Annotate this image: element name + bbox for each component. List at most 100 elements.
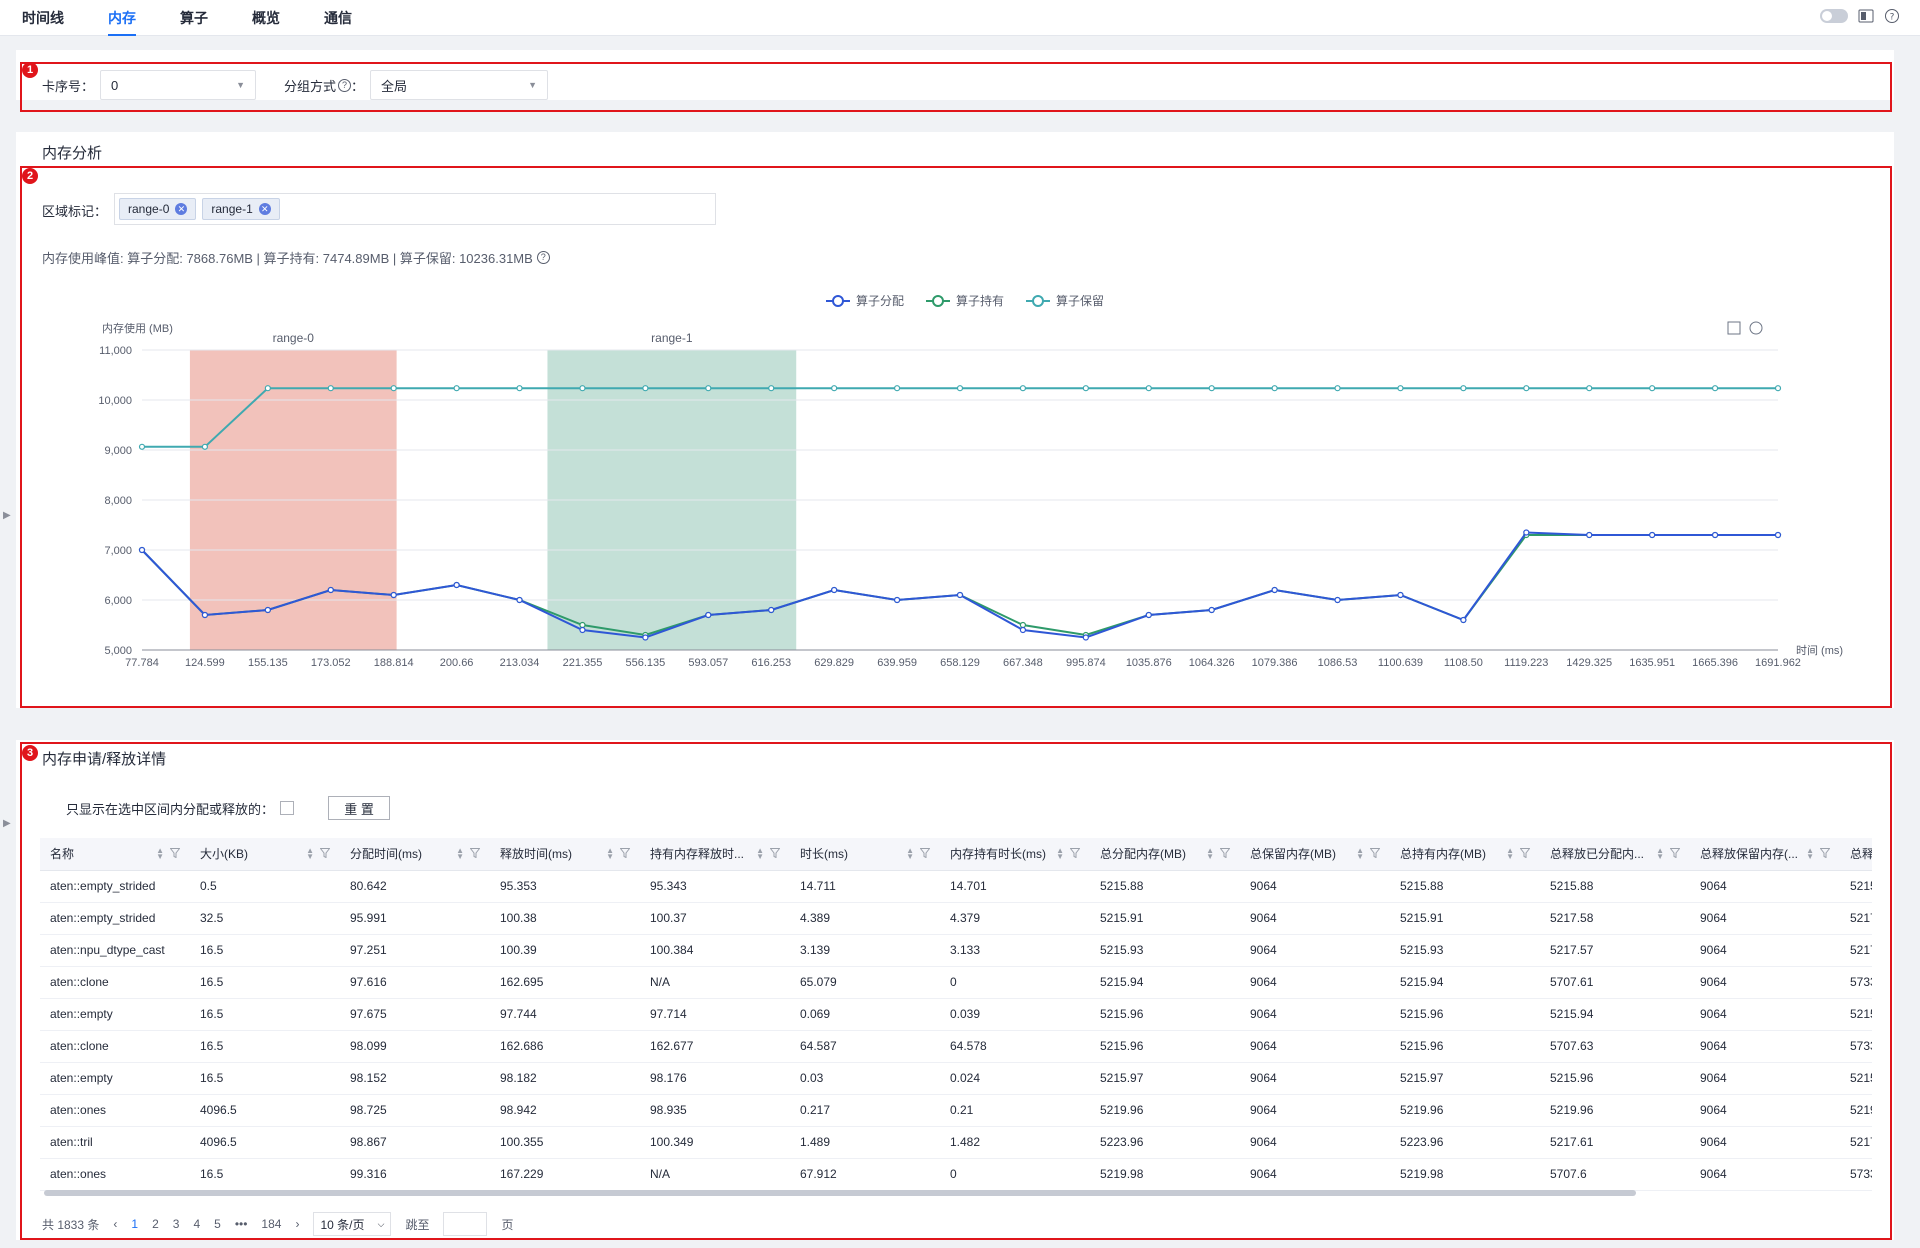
column-header[interactable]: 名称 ▲ ▼ xyxy=(40,838,190,871)
column-header[interactable]: 大小(KB) ▲ ▼ xyxy=(190,838,340,871)
help-icon[interactable]: ? xyxy=(1884,8,1900,24)
horizontal-scrollbar[interactable] xyxy=(44,1190,1636,1196)
column-header[interactable]: 持有内存释放时... ▲ ▼ xyxy=(640,838,790,871)
theme-toggle[interactable] xyxy=(1820,9,1848,23)
tab-communication[interactable]: 通信 xyxy=(324,9,352,26)
filter-icon[interactable] xyxy=(620,848,630,858)
filter-icon[interactable] xyxy=(1370,848,1380,858)
region-tag-label: range-1 xyxy=(211,202,253,216)
sort-icon[interactable]: ▲ ▼ xyxy=(1356,846,1364,861)
table-row[interactable]: aten::empty_strided 32.5 95.991 100.38 100.3… xyxy=(40,902,1872,935)
close-icon[interactable]: ✕ xyxy=(175,203,188,215)
reset-button[interactable]: 重 置 xyxy=(328,796,391,820)
table-row[interactable]: aten::ones 16.5 99.316 167.229 N/A 67.912 0 521… xyxy=(40,1158,1872,1191)
left-collapse-arrow-2[interactable]: ▶ xyxy=(3,818,11,829)
crop-icon xyxy=(1727,321,1741,335)
table-row[interactable]: aten::npu_dtype_cast 16.5 97.251 100.39 100.… xyxy=(40,934,1872,967)
table-cell: 98.152 xyxy=(340,1062,490,1095)
language-icon[interactable] xyxy=(1858,8,1874,24)
next-page-icon[interactable]: › xyxy=(295,1217,300,1231)
filter-icon[interactable] xyxy=(1820,848,1830,858)
tab-memory[interactable]: 内存 xyxy=(108,0,136,36)
sort-icon[interactable]: ▲ ▼ xyxy=(306,846,314,861)
page-number[interactable]: 1 xyxy=(131,1217,139,1231)
data-point xyxy=(453,385,460,392)
sort-icon[interactable]: ▲ ▼ xyxy=(1806,846,1814,861)
table-row[interactable]: aten::empty 16.5 98.152 98.182 98.176 0.03 0.0… xyxy=(40,1062,1872,1095)
column-header[interactable]: 分配时间(ms) ▲ ▼ xyxy=(340,838,490,871)
sort-icon[interactable]: ▲ ▼ xyxy=(606,846,614,861)
page-number[interactable]: ••• xyxy=(234,1217,248,1231)
page-number[interactable]: 2 xyxy=(152,1217,159,1231)
jump-input[interactable] xyxy=(443,1212,488,1236)
table-cell: 9064 xyxy=(1690,934,1840,967)
data-point xyxy=(390,385,397,392)
column-header[interactable]: 内存持有时长(ms) ▲ ▼ xyxy=(940,838,1090,871)
help-circle-icon[interactable]: ? xyxy=(536,251,550,264)
page-number[interactable]: 5 xyxy=(214,1217,221,1231)
table-row[interactable]: aten::empty 16.5 97.675 97.744 97.714 0.069 0.… xyxy=(40,998,1872,1031)
prev-page-icon[interactable]: ‹ xyxy=(113,1217,118,1231)
highlight-box-3 xyxy=(20,742,1892,1240)
sort-icon[interactable]: ▲ ▼ xyxy=(156,846,164,861)
column-header[interactable]: 总持有内存(MB) ▲ ▼ xyxy=(1390,838,1540,871)
table-cell: 98.942 xyxy=(490,1094,640,1127)
sort-icon[interactable]: ▲ ▼ xyxy=(1056,846,1064,861)
filter-icon[interactable] xyxy=(1520,848,1530,858)
column-header[interactable]: 时长(ms) ▲ ▼ xyxy=(790,838,940,871)
table-cell: 5219.96 xyxy=(1090,1094,1240,1127)
column-header[interactable]: 释放时间(ms) ▲ ▼ xyxy=(490,838,640,871)
data-point xyxy=(1774,531,1782,539)
table-row[interactable]: aten::clone 16.5 97.616 162.695 N/A 65.079 0 52… xyxy=(40,966,1872,999)
close-icon[interactable]: ✕ xyxy=(258,203,271,215)
filter-icon[interactable] xyxy=(1070,848,1080,858)
filter-icon[interactable] xyxy=(170,848,180,858)
table-cell: 4.389 xyxy=(790,902,940,935)
tab-overview[interactable]: 概览 xyxy=(252,9,280,26)
column-header[interactable]: 总分配内存(MB) ▲ ▼ xyxy=(1090,838,1240,871)
table-row[interactable]: aten::ones 4096.5 98.725 98.942 98.935 0.217 0… xyxy=(40,1094,1872,1127)
tab-operator[interactable]: 算子 xyxy=(180,9,208,26)
card-select[interactable]: 0 ▼ xyxy=(100,70,257,100)
table-row[interactable]: aten::empty_strided 0.5 80.642 95.353 95.343… xyxy=(40,870,1872,903)
left-collapse-arrow[interactable]: ▶ xyxy=(3,510,11,521)
column-header[interactable]: 总释放已分配内... ▲ ▼ xyxy=(1540,838,1690,871)
total-count: 共 1833 条 xyxy=(42,1217,100,1232)
region-label: 区域标记： xyxy=(42,204,108,219)
details-table: 名称 ▲ ▼ 大小(KB) ▲ ▼ 分配时间(ms) ▲ ▼ 释放时间(ms) ▲ ▼ 持有内存释放时.… xyxy=(40,838,1872,1191)
filter-icon[interactable] xyxy=(770,848,780,858)
filter-icon[interactable] xyxy=(1670,848,1680,858)
page-size-select[interactable]: 10 条/页 ⌵ xyxy=(313,1212,392,1236)
sort-icon[interactable]: ▲ ▼ xyxy=(1506,846,1514,861)
filter-icon[interactable] xyxy=(320,848,330,858)
page-number[interactable]: 3 xyxy=(172,1217,180,1231)
analysis-title: 内存分析 xyxy=(42,145,103,162)
page-size-value: 10 条/页 xyxy=(320,1217,365,1232)
sort-icon[interactable]: ▲ ▼ xyxy=(1656,846,1664,861)
x-tick-label: 1108.50 xyxy=(1444,657,1483,669)
page-number[interactable]: 4 xyxy=(193,1217,201,1231)
data-point xyxy=(579,385,586,392)
table-row[interactable]: aten::clone 16.5 98.099 162.686 162.677 64.58… xyxy=(40,1030,1872,1063)
table-cell: 9064 xyxy=(1690,902,1840,935)
region-tags-input[interactable]: range-0 ✕ range-1 ✕ xyxy=(114,193,716,225)
filter-icon[interactable] xyxy=(1220,848,1230,858)
sort-icon[interactable]: ▲ ▼ xyxy=(456,846,464,861)
column-header[interactable]: 总释▲▼ xyxy=(1840,838,1872,871)
column-header[interactable]: 总释放保留内存(... ▲ ▼ xyxy=(1690,838,1840,871)
sort-icon[interactable]: ▲ ▼ xyxy=(756,846,764,861)
help-circle-icon[interactable]: ? xyxy=(338,78,352,92)
only-selected-checkbox[interactable] xyxy=(280,801,295,815)
group-select[interactable]: 全局 ▼ xyxy=(370,70,549,100)
filter-icon[interactable] xyxy=(470,848,480,858)
tab-timeline[interactable]: 时间线 xyxy=(22,9,64,26)
sort-icon[interactable]: ▲ ▼ xyxy=(1206,846,1214,861)
page-number[interactable]: 184 xyxy=(261,1217,282,1231)
data-point xyxy=(1460,616,1467,624)
filter-icon[interactable] xyxy=(920,848,930,858)
column-header[interactable]: 总保留内存(MB) ▲ ▼ xyxy=(1240,838,1390,871)
data-point xyxy=(1586,531,1593,539)
table-row[interactable]: aten::tril 4096.5 98.867 100.355 100.349 1.48… xyxy=(40,1126,1872,1159)
sort-icon[interactable]: ▲ ▼ xyxy=(906,846,914,861)
